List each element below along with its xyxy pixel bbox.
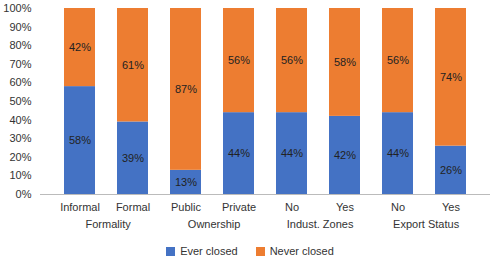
svg-text:Informal: Informal bbox=[60, 201, 100, 213]
svg-text:44%: 44% bbox=[281, 147, 303, 159]
svg-text:Indust. Zones: Indust. Zones bbox=[287, 218, 354, 230]
svg-text:74%: 74% bbox=[440, 71, 462, 83]
svg-text:60%: 60% bbox=[9, 76, 31, 88]
svg-text:58%: 58% bbox=[69, 134, 91, 146]
svg-text:Export Status: Export Status bbox=[393, 218, 460, 230]
svg-text:26%: 26% bbox=[440, 164, 462, 176]
svg-text:Formality: Formality bbox=[86, 218, 132, 230]
svg-text:56%: 56% bbox=[387, 54, 409, 66]
svg-text:No: No bbox=[391, 201, 405, 213]
svg-text:Ownership: Ownership bbox=[188, 218, 241, 230]
svg-text:30%: 30% bbox=[9, 132, 31, 144]
svg-text:56%: 56% bbox=[281, 54, 303, 66]
svg-text:No: No bbox=[285, 201, 299, 213]
svg-text:70%: 70% bbox=[9, 58, 31, 70]
svg-text:61%: 61% bbox=[122, 59, 144, 71]
svg-text:42%: 42% bbox=[334, 149, 356, 161]
svg-text:44%: 44% bbox=[387, 147, 409, 159]
svg-text:Yes: Yes bbox=[336, 201, 354, 213]
svg-text:Formal: Formal bbox=[116, 201, 150, 213]
svg-text:13%: 13% bbox=[175, 176, 197, 188]
svg-text:50%: 50% bbox=[9, 95, 31, 107]
html-text:Never closed: Never closed bbox=[269, 245, 334, 257]
svg-text:Private: Private bbox=[222, 201, 256, 213]
html-text:Ever closed: Ever closed bbox=[180, 245, 238, 257]
svg-text:58%: 58% bbox=[334, 56, 356, 68]
svg-text:42%: 42% bbox=[69, 41, 91, 53]
svg-text:Public: Public bbox=[171, 201, 201, 213]
svg-text:20%: 20% bbox=[9, 151, 31, 163]
svg-text:39%: 39% bbox=[122, 152, 144, 164]
svg-text:90%: 90% bbox=[9, 21, 31, 33]
svg-text:10%: 10% bbox=[9, 169, 31, 181]
svg-text:44%: 44% bbox=[228, 147, 250, 159]
svg-text:80%: 80% bbox=[9, 39, 31, 51]
svg-text:Yes: Yes bbox=[442, 201, 460, 213]
svg-text:87%: 87% bbox=[175, 83, 197, 95]
svg-text:56%: 56% bbox=[228, 54, 250, 66]
svg-text:40%: 40% bbox=[9, 114, 31, 126]
svg-text:0%: 0% bbox=[16, 188, 32, 200]
svg-text:100%: 100% bbox=[3, 2, 31, 14]
